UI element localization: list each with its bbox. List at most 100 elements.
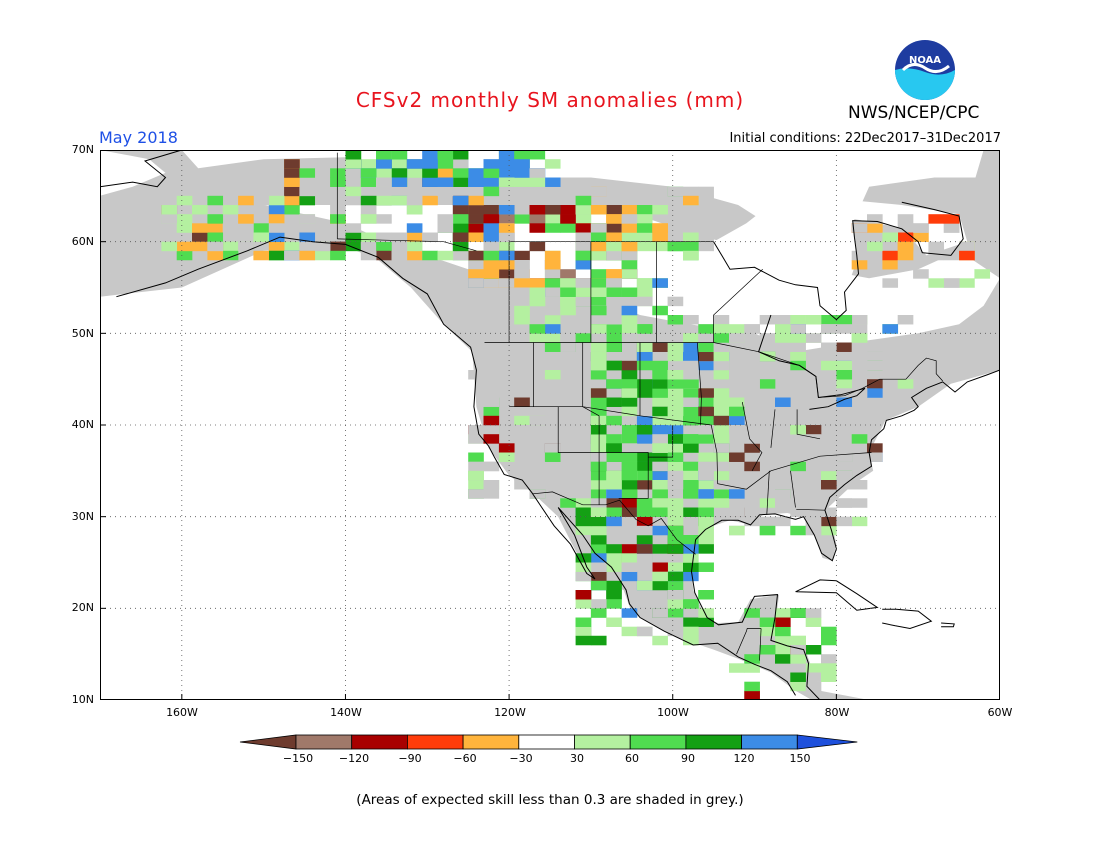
- colorbar-label: 120: [733, 752, 755, 765]
- anomaly-cell: [652, 443, 668, 453]
- anomaly-cell: [406, 205, 423, 215]
- anomaly-cell: [897, 223, 914, 233]
- anomaly-cell: [867, 360, 883, 371]
- anomaly-cell: [590, 562, 607, 572]
- anomaly-cell: [590, 480, 607, 490]
- anomaly-cell: [790, 315, 806, 325]
- anomaly-cell: [636, 205, 653, 215]
- anomaly-cell: [943, 278, 960, 288]
- lon-label-140w: 140W: [330, 706, 362, 719]
- anomaly-cell: [483, 425, 500, 435]
- anomaly-cell: [621, 388, 638, 398]
- anomaly-cell: [468, 425, 484, 435]
- anomaly-cell: [590, 324, 607, 334]
- anomaly-cell: [406, 177, 423, 187]
- anomaly-cell: [851, 250, 868, 261]
- anomaly-cell: [698, 516, 714, 527]
- anomaly-cell: [636, 544, 653, 554]
- anomaly-cell: [222, 205, 239, 215]
- anomaly-cell: [805, 379, 822, 389]
- anomaly-cell: [422, 250, 438, 261]
- anomaly-cell: [729, 370, 745, 380]
- anomaly-cell: [729, 498, 745, 508]
- anomaly-cell: [667, 608, 684, 618]
- anomaly-cell: [606, 278, 622, 288]
- anomaly-cell: [744, 397, 760, 407]
- anomaly-cell: [590, 452, 607, 462]
- anomaly-cell: [514, 269, 530, 279]
- anomaly-cell: [575, 599, 592, 609]
- coastline: [695, 369, 1000, 562]
- colorbar-segment: [351, 734, 408, 750]
- anomaly-cell: [836, 315, 853, 325]
- anomaly-cell: [698, 333, 714, 343]
- anomaly-cell: [821, 663, 837, 673]
- anomaly-cell: [790, 525, 806, 536]
- anomaly-cell: [698, 535, 714, 545]
- anomaly-cell: [437, 150, 454, 160]
- anomaly-cell: [882, 260, 899, 270]
- anomaly-cell: [683, 599, 699, 609]
- anomaly-cell: [805, 333, 822, 343]
- anomaly-cell: [775, 342, 791, 352]
- colorbar-label: −90: [398, 752, 422, 765]
- anomaly-cell: [560, 205, 576, 215]
- anomaly-cell: [483, 489, 500, 499]
- anomaly-cell: [683, 397, 699, 407]
- anomaly-cell: [928, 278, 945, 288]
- anomaly-cell: [683, 470, 699, 481]
- anomaly-cell: [590, 223, 607, 233]
- anomaly-cell: [621, 379, 638, 389]
- anomaly-cell: [729, 333, 745, 343]
- anomaly-cell: [606, 443, 622, 453]
- anomaly-cell: [529, 379, 546, 389]
- anomaly-cell: [314, 241, 331, 252]
- anomaly-cell: [606, 324, 622, 334]
- anomaly-cell: [836, 360, 853, 371]
- anomaly-cell: [652, 480, 668, 490]
- anomaly-cell: [606, 590, 622, 600]
- anomaly-cell: [790, 645, 806, 655]
- anomaly-cell: [498, 214, 515, 224]
- anomaly-cell: [268, 214, 285, 224]
- anomaly-cell: [575, 571, 592, 582]
- lat-label-60n: 60N: [71, 235, 94, 248]
- anomaly-cell: [821, 654, 837, 664]
- colorbar-arrow-low: [239, 734, 297, 750]
- anomaly-cell: [606, 315, 622, 325]
- anomaly-cell: [360, 232, 377, 242]
- anomaly-cell: [713, 470, 730, 481]
- anomaly-cell: [729, 415, 745, 426]
- colorbar: [239, 734, 858, 750]
- anomaly-cell: [683, 617, 699, 627]
- anomaly-cell: [805, 645, 822, 655]
- anomaly-cell: [744, 324, 760, 334]
- anomaly-cell: [667, 562, 684, 572]
- anomaly-cell: [468, 434, 484, 444]
- anomaly-cell: [391, 177, 408, 187]
- anomaly-cell: [483, 241, 500, 252]
- anomaly-cell: [713, 370, 730, 380]
- anomaly-cell: [790, 461, 806, 472]
- anomaly-cell: [775, 324, 791, 334]
- anomaly-cell: [483, 232, 500, 242]
- anomaly-cell: [253, 250, 270, 261]
- anomaly-cell: [284, 241, 300, 252]
- anomaly-cell: [821, 315, 837, 325]
- anomaly-cell: [729, 434, 745, 444]
- anomaly-cell: [683, 195, 699, 206]
- anomaly-cell: [284, 205, 300, 215]
- anomaly-cell: [575, 324, 592, 334]
- anomaly-cell: [468, 232, 484, 242]
- anomaly-cell: [529, 223, 546, 233]
- anomaly-cell: [698, 360, 714, 371]
- anomaly-cell: [821, 672, 837, 682]
- anomaly-cell: [744, 434, 760, 444]
- anomaly-cell: [683, 489, 699, 499]
- political-border: [557, 406, 649, 499]
- anomaly-cell: [176, 223, 193, 233]
- anomaly-cell: [636, 360, 653, 371]
- anomaly-cell: [959, 241, 975, 252]
- anomaly-cell: [529, 278, 546, 288]
- anomaly-cell: [636, 415, 653, 426]
